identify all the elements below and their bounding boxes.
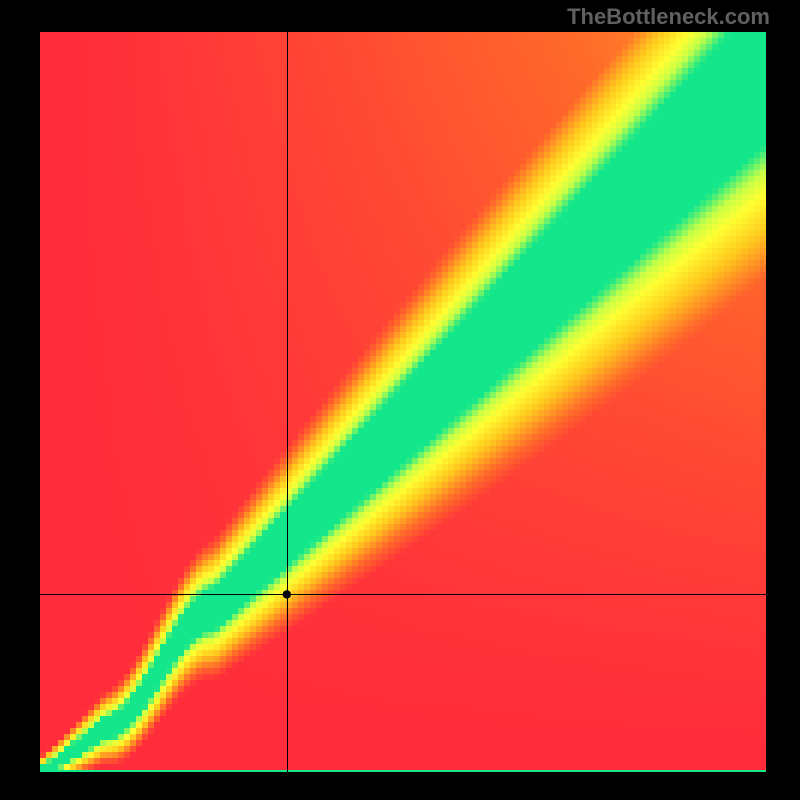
attribution-text: TheBottleneck.com	[567, 4, 770, 30]
heatmap-canvas	[40, 32, 766, 772]
plot-area	[40, 32, 766, 772]
chart-container: { "attribution": { "text": "TheBottlenec…	[0, 0, 800, 800]
